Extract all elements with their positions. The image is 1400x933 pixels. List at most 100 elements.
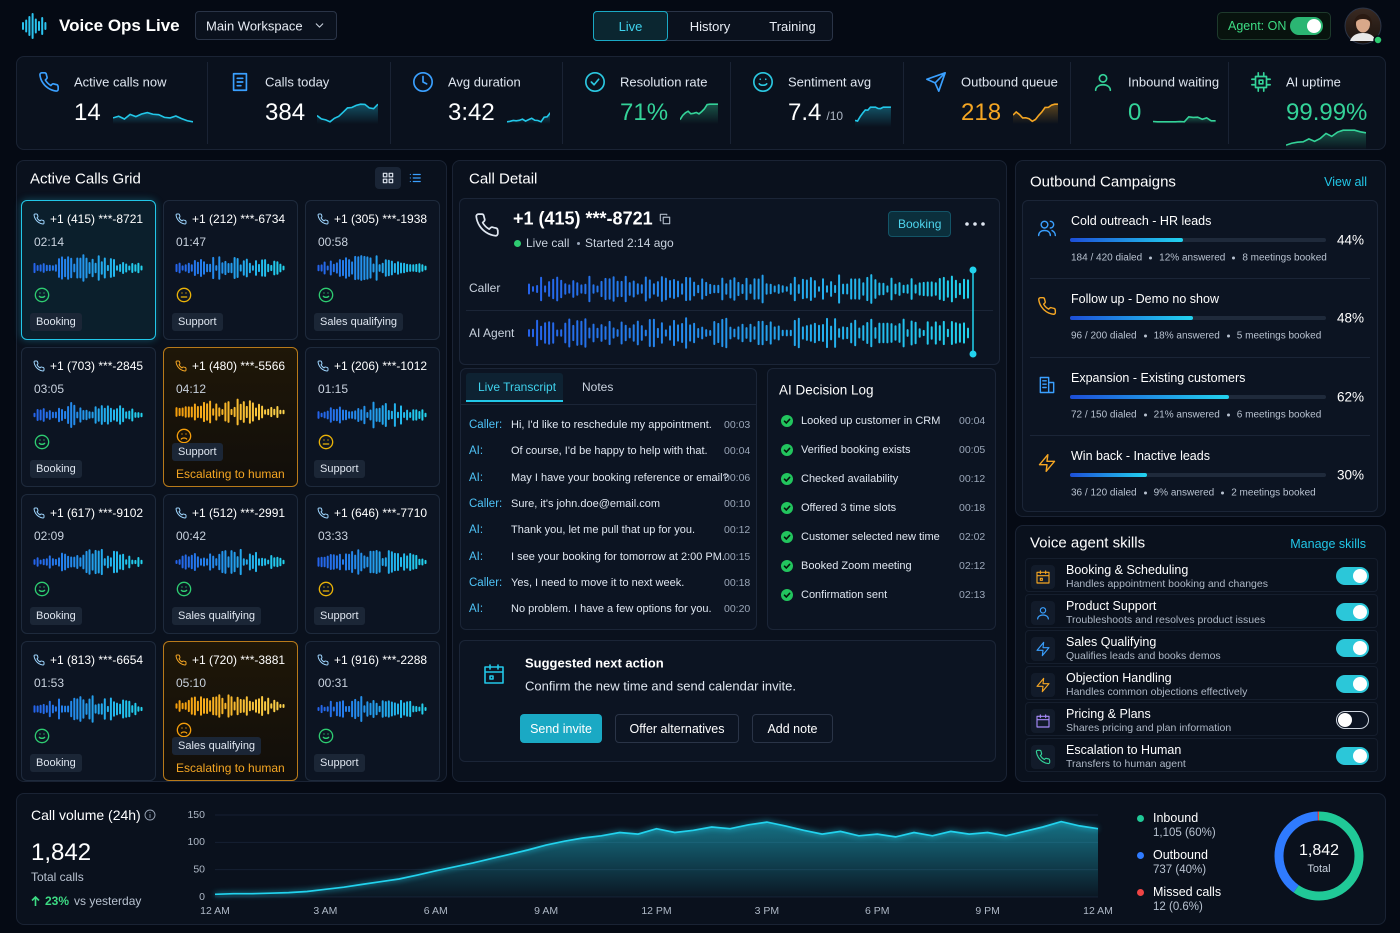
icon-path — [409, 173, 421, 183]
toggle[interactable] — [1290, 17, 1323, 35]
icon — [1036, 570, 1050, 584]
speaker: AI: — [469, 471, 484, 484]
icon — [33, 213, 45, 225]
panel-link[interactable]: Manage skills — [1290, 537, 1366, 551]
timestamp: 00:10 — [724, 497, 751, 510]
workspace-select[interactable] — [195, 11, 337, 40]
toggle[interactable] — [1336, 567, 1369, 585]
bullet — [1143, 334, 1147, 338]
decision-text: Looked up customer in CRM — [801, 415, 941, 427]
icon — [585, 72, 605, 92]
waveform-bars — [317, 549, 427, 575]
action-button[interactable]: Add note — [752, 714, 833, 743]
call-number: +1 (617) ***-9102 — [50, 506, 144, 520]
speaker: AI: — [469, 524, 484, 537]
change-value: 23% — [45, 894, 70, 908]
icon — [1035, 749, 1051, 765]
call-tag: Sales qualifying — [172, 737, 262, 755]
campaign-separator — [1030, 356, 1370, 358]
utterance: I see your booking for tomorrow at 2:00 … — [511, 550, 725, 563]
toggle[interactable] — [1336, 603, 1369, 621]
playhead-dot — [969, 266, 977, 274]
icon-path — [1037, 220, 1057, 237]
tab[interactable]: History — [689, 18, 731, 34]
icon — [318, 434, 334, 450]
icon-path — [1038, 453, 1056, 472]
icon — [409, 173, 421, 183]
sparkline-area — [1286, 130, 1366, 150]
icon-path — [33, 654, 45, 666]
call-duration: 04:12 — [176, 382, 207, 396]
icon-path — [176, 287, 192, 303]
icon — [382, 172, 394, 184]
icon-path — [176, 722, 192, 738]
transcript-tab[interactable]: Live Transcript — [478, 380, 557, 394]
campaign-stat: 184 / 420 dialed — [1071, 252, 1143, 264]
panel-link[interactable]: View all — [1324, 175, 1367, 189]
icon — [1038, 453, 1056, 472]
waveform-bars — [175, 694, 285, 718]
icon-path — [34, 287, 50, 303]
legend-dot — [1137, 888, 1144, 896]
call-duration: 01:53 — [34, 676, 65, 690]
bullet — [1221, 491, 1225, 495]
timestamp: 00:15 — [724, 550, 751, 563]
timestamp: 00:18 — [724, 576, 751, 589]
more-button[interactable] — [964, 219, 988, 229]
call-number: +1 (415) ***-8721 — [50, 212, 144, 226]
workspace-label: Main Workspace — [206, 18, 303, 33]
check-icon — [781, 473, 793, 485]
toggle-knob — [1353, 641, 1367, 655]
sparkline-area — [112, 112, 193, 124]
bullet — [1143, 413, 1147, 417]
timestamp: 00:03 — [724, 419, 751, 431]
skill-row — [1025, 594, 1378, 628]
x-tick-label: 9 PM — [975, 905, 1000, 917]
toggle[interactable] — [1336, 675, 1369, 693]
utterance: Yes, I need to move it to next week. — [511, 576, 685, 589]
tab[interactable]: Live — [593, 11, 668, 41]
kpi-value: 218 — [961, 99, 1002, 126]
skill-icon-box — [1031, 565, 1055, 589]
campaign-percent: 44% — [1336, 232, 1364, 248]
transcript-box — [460, 368, 757, 630]
transcript-tab-active[interactable] — [466, 373, 563, 402]
toggle[interactable] — [1336, 639, 1369, 657]
call-tag: Booking — [30, 313, 82, 331]
waveform — [175, 694, 285, 718]
check-mark — [783, 418, 791, 425]
icon-path — [1251, 72, 1271, 92]
sparkline — [855, 105, 891, 127]
sparkline-line — [507, 113, 550, 122]
bullet — [1226, 334, 1230, 338]
icon — [484, 664, 504, 684]
check-icon — [781, 502, 793, 514]
call-tag: Booking — [30, 754, 82, 772]
toggle[interactable] — [1336, 711, 1369, 729]
icon — [475, 213, 499, 237]
progress-track — [1070, 316, 1326, 321]
check-mark — [783, 592, 791, 599]
kpi-value: 3:42 — [448, 99, 495, 126]
icon-path — [175, 654, 187, 666]
skill-name: Pricing & Plans — [1066, 707, 1151, 721]
sparkline-line — [113, 113, 193, 122]
view-grid-button[interactable] — [375, 167, 401, 189]
transcript-tab[interactable]: Notes — [582, 380, 614, 394]
tab[interactable]: Training — [769, 18, 816, 34]
y-tick-label: 150 — [187, 809, 205, 821]
waveform — [33, 254, 143, 282]
skill-desc: Shares pricing and plan information — [1066, 722, 1232, 734]
action-button[interactable]: Offer alternatives — [615, 714, 739, 743]
kpi-divider — [390, 62, 391, 144]
icon-path — [175, 213, 187, 225]
legend-name: Outbound — [1153, 848, 1208, 862]
speaker: AI: — [469, 445, 484, 458]
progress-track — [1070, 472, 1326, 477]
kpi-value: 14 — [74, 99, 101, 126]
campaign-stats: 72 / 150 dialed 21% answered 6 meetings bo… — [1071, 409, 1321, 420]
call-duration: 00:58 — [318, 235, 349, 249]
action-button[interactable]: Send invite — [520, 714, 602, 743]
toggle[interactable] — [1336, 747, 1369, 765]
icon-path — [484, 664, 504, 684]
